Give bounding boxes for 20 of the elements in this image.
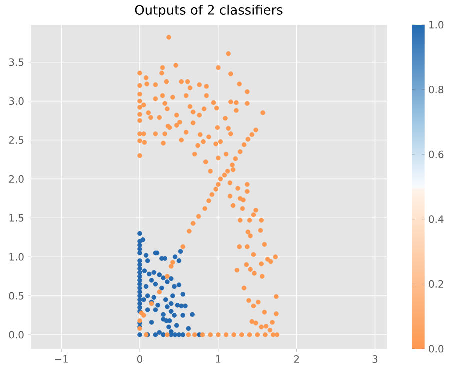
y-tick-label: 3.5 (9, 58, 24, 66)
y-tick-label: 2.0 (9, 175, 24, 183)
y-tick-label: 1.5 (10, 214, 24, 222)
x-tick-label: −1 (55, 356, 68, 363)
x-tick-label: 2 (294, 356, 300, 363)
chart-title: Outputs of 2 classifiers (135, 4, 283, 18)
y-tick-label: 3.0 (9, 98, 24, 106)
y-tick-label: 0.5 (9, 292, 24, 300)
y-tick-label: 1.0 (10, 253, 24, 261)
color-bar-label: 0.0 (429, 345, 444, 353)
color-bar-label: 0.6 (429, 150, 444, 158)
color-bar-label: 0.2 (429, 280, 444, 288)
color-bar-label: 0.8 (429, 86, 444, 94)
y-tick-label: 0.0 (9, 331, 24, 339)
color-bar-label: 0.4 (429, 216, 444, 224)
x-tick-label: 3 (372, 356, 378, 364)
x-tick-label: 0 (137, 356, 143, 364)
x-tick-label: 1 (216, 356, 221, 363)
color-bar-label: 1.0 (430, 21, 444, 29)
y-tick-label: 2.5 (9, 136, 24, 144)
